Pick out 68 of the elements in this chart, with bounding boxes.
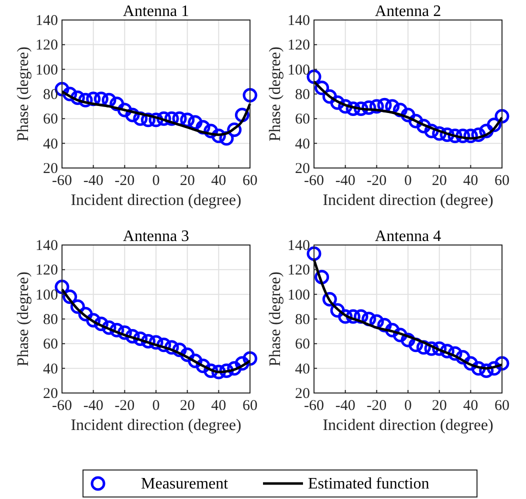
point <box>494 108 510 124</box>
y-tick-label: 140 <box>36 238 58 254</box>
y-axis-title: Phase (degree) <box>15 272 32 366</box>
y-tick-label: 120 <box>36 262 58 279</box>
x-axis-title: Incident direction (degree) <box>70 192 242 209</box>
y-tick-label: 60 <box>295 112 310 128</box>
x-tick-label: -20 <box>114 173 135 189</box>
x-tick-label: 20 <box>180 398 195 414</box>
y-tick-label: 140 <box>288 13 310 29</box>
chart-title: Antenna 2 <box>374 3 442 20</box>
x-tick-label: 60 <box>242 398 258 414</box>
y-tick-label: 140 <box>36 13 58 29</box>
x-tick-label: 0 <box>152 173 160 189</box>
legend-label: Estimated function <box>308 476 430 492</box>
x-tick-label: -20 <box>114 398 135 414</box>
x-tick-label: 0 <box>404 173 412 189</box>
y-axis-title: Phase (degree) <box>15 46 32 142</box>
point <box>494 356 510 371</box>
x-tick-label: 60 <box>494 173 510 189</box>
y-tick-label: 40 <box>295 136 310 152</box>
y-tick-label: 140 <box>288 238 310 254</box>
legend-label: Measurement <box>141 476 229 492</box>
y-tick-label: 80 <box>43 87 58 103</box>
x-tick-label: 0 <box>404 398 412 414</box>
y-tick-label: 80 <box>43 312 58 328</box>
point <box>242 351 258 366</box>
x-tick-label: 40 <box>211 398 226 414</box>
y-tick-label: 60 <box>43 112 58 128</box>
x-tick-label: 60 <box>494 398 510 414</box>
y-axis-title: Phase (degree) <box>267 46 284 142</box>
y-tick-label: 80 <box>295 312 310 328</box>
x-tick-label: 60 <box>242 173 258 189</box>
y-tick-label: 100 <box>288 62 310 78</box>
y-tick-label: 40 <box>295 361 310 378</box>
x-tick-label: 20 <box>432 173 447 189</box>
y-tick-label: 40 <box>43 361 58 378</box>
y-tick-label: 100 <box>288 287 310 304</box>
x-tick-label: -20 <box>366 398 387 414</box>
y-tick-label: 120 <box>36 38 58 54</box>
y-tick-label: 60 <box>295 336 310 353</box>
x-tick-label: -40 <box>335 398 356 414</box>
x-tick-label: 40 <box>463 398 478 414</box>
y-tick-label: 40 <box>43 136 58 152</box>
x-tick-label: 20 <box>432 398 447 414</box>
chart-title: Antenna 1 <box>122 3 190 20</box>
x-tick-label: -40 <box>83 173 104 189</box>
y-tick-label: 80 <box>295 87 310 103</box>
point <box>188 115 202 130</box>
y-axis-title: Phase (degree) <box>267 272 284 366</box>
chart-title: Antenna 4 <box>374 228 442 245</box>
x-axis-title: Incident direction (degree) <box>322 417 494 434</box>
point <box>242 88 258 102</box>
x-tick-label: 0 <box>152 398 160 414</box>
x-tick-label: 20 <box>180 173 195 189</box>
x-axis-title: Incident direction (degree) <box>70 417 242 434</box>
x-tick-label: -20 <box>366 173 387 189</box>
x-tick-label: 40 <box>463 173 478 189</box>
y-tick-label: 120 <box>288 38 310 54</box>
x-tick-label: -40 <box>83 398 104 414</box>
x-axis-title: Incident direction (degree) <box>322 192 494 209</box>
x-tick-label: 40 <box>211 173 226 189</box>
y-tick-label: 60 <box>43 336 58 353</box>
chart-title: Antenna 3 <box>122 228 190 245</box>
x-tick-label: -40 <box>335 173 356 189</box>
point <box>180 112 195 128</box>
y-tick-label: 100 <box>36 62 58 78</box>
y-tick-label: 100 <box>36 287 58 304</box>
y-tick-label: 120 <box>288 262 310 279</box>
